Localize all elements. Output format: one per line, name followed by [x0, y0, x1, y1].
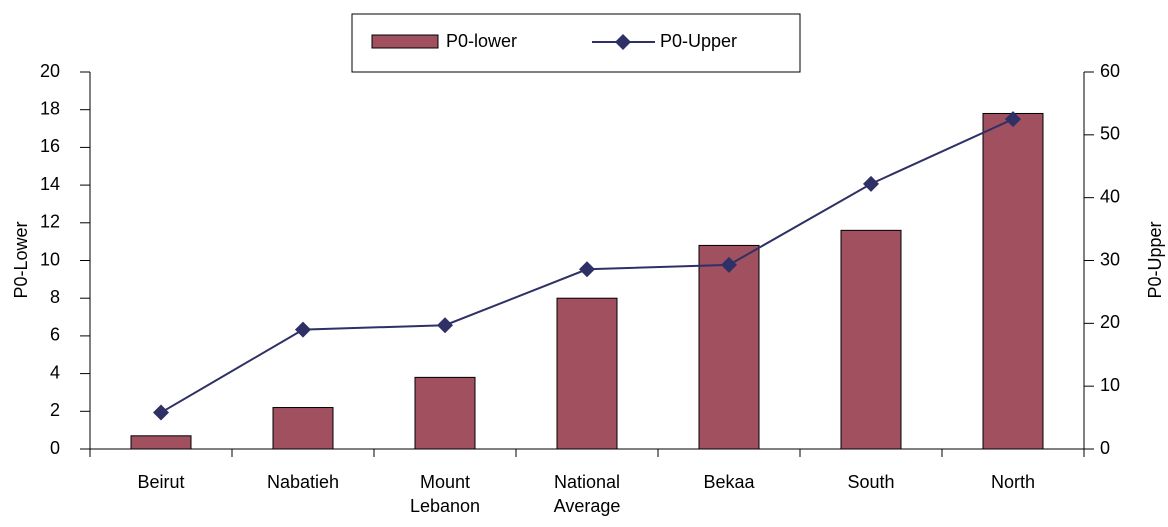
y-axis-title: P0-Lower	[11, 221, 31, 298]
marker	[579, 261, 595, 278]
legend-swatch	[371, 34, 439, 49]
legend-label: P0-Upper	[660, 31, 737, 51]
bar	[698, 244, 760, 450]
y2-tick-label: 40	[1100, 186, 1120, 206]
bar	[130, 435, 192, 450]
y-tick-label: 6	[50, 325, 60, 345]
bar	[982, 112, 1044, 450]
bar	[556, 297, 618, 450]
legend-box	[351, 13, 801, 73]
y-tick-label: 12	[40, 212, 60, 232]
marker	[721, 256, 737, 273]
y-tick-label: 8	[50, 287, 60, 307]
bar	[414, 376, 476, 450]
marker	[295, 321, 311, 338]
legend-label: P0-lower	[446, 31, 517, 51]
y2-tick-label: 30	[1100, 249, 1120, 269]
marker	[1005, 111, 1021, 128]
y-tick-label: 14	[40, 174, 60, 194]
y2-axis-title: P0-Upper	[1145, 221, 1165, 298]
y-tick-label: 20	[40, 61, 60, 81]
bar	[272, 407, 334, 450]
x-tick-label: National Average	[553, 472, 621, 516]
marker	[153, 404, 169, 421]
y2-tick-label: 10	[1100, 375, 1120, 395]
x-tick-label: Bekaa	[703, 472, 755, 492]
marker	[863, 175, 879, 192]
y2-tick-label: 20	[1100, 312, 1120, 332]
y-tick-label: 0	[50, 438, 60, 458]
legend-marker	[615, 34, 631, 50]
x-tick-label: North	[990, 472, 1035, 492]
y2-tick-label: 0	[1100, 438, 1110, 458]
y-tick-label: 16	[40, 136, 60, 156]
y2-tick-label: 50	[1100, 124, 1120, 144]
x-tick-label: Mount Lebanon	[409, 472, 481, 516]
y-tick-label: 2	[50, 400, 60, 420]
marker	[437, 317, 453, 334]
bar	[840, 229, 902, 450]
y-tick-label: 18	[40, 98, 60, 118]
y2-tick-label: 60	[1100, 61, 1120, 81]
y-tick-label: 4	[50, 362, 60, 382]
x-tick-label: Nabatieh	[266, 472, 340, 492]
x-tick-label: South	[847, 472, 895, 492]
y-tick-label: 10	[40, 249, 60, 269]
x-tick-label: Beirut	[137, 472, 185, 492]
